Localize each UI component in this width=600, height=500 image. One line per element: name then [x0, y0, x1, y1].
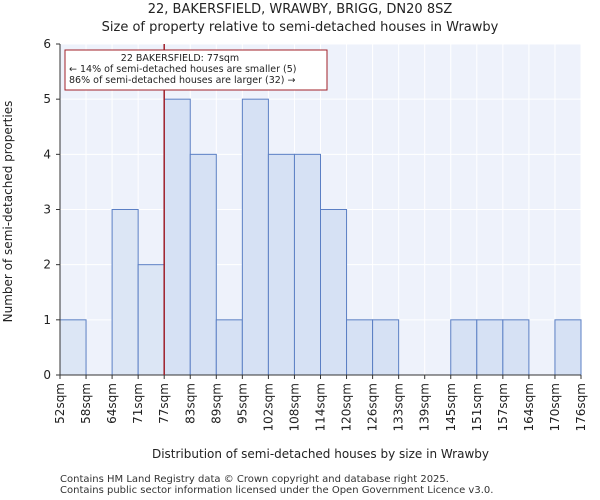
x-tick-label: 77sqm [157, 383, 171, 424]
annotation-line-1: 22 BAKERSFIELD: 77sqm [121, 53, 239, 64]
x-tick-label: 164sqm [522, 383, 536, 431]
x-tick-label: 95sqm [235, 383, 249, 424]
y-tick-label: 0 [43, 368, 51, 382]
bar [346, 319, 374, 376]
annotation-line-2: ← 14% of semi-detached houses are smalle… [69, 64, 297, 75]
x-tick-label: 120sqm [340, 383, 354, 431]
annotation-line-3: 86% of semi-detached houses are larger (… [69, 75, 296, 86]
x-tick-label: 52sqm [53, 383, 67, 424]
bar [189, 153, 217, 376]
bar [59, 319, 87, 376]
x-tick-label: 83sqm [183, 383, 197, 424]
y-tick-label: 6 [43, 37, 51, 51]
bar [372, 319, 400, 376]
annotation-box [64, 49, 328, 91]
y-tick-label: 4 [43, 147, 51, 161]
bar [163, 98, 191, 376]
bar [320, 209, 348, 376]
x-tick-label: 89sqm [209, 383, 223, 424]
footer-line-2: Contains public sector information licen… [60, 485, 494, 496]
x-tick-label: 114sqm [314, 383, 328, 431]
bar [502, 319, 530, 376]
bar [476, 319, 504, 376]
x-tick-label: 133sqm [392, 383, 406, 431]
x-axis-label: Distribution of semi-detached houses by … [152, 447, 489, 461]
x-tick-label: 58sqm [79, 383, 93, 424]
chart-subtitle: Size of property relative to semi-detach… [101, 20, 499, 35]
y-tick-label: 5 [43, 92, 51, 106]
x-tick-label: 108sqm [287, 383, 301, 431]
x-tick-label: 157sqm [496, 383, 510, 431]
x-tick-label: 151sqm [470, 383, 484, 431]
y-tick-label: 1 [43, 313, 51, 327]
x-tick-label: 145sqm [444, 383, 458, 431]
bar [450, 319, 478, 376]
y-tick-label: 2 [43, 258, 51, 272]
x-tick-label: 176sqm [574, 383, 588, 431]
x-tick-label: 64sqm [105, 383, 119, 424]
y-axis-label: Number of semi-detached properties [1, 101, 15, 323]
y-tick-label: 3 [43, 203, 51, 217]
bar [137, 264, 165, 376]
bar [554, 319, 582, 376]
x-tick-label: 102sqm [261, 383, 275, 431]
bar [267, 153, 295, 376]
bar [241, 98, 269, 376]
x-tick-label: 170sqm [548, 383, 562, 431]
bar [111, 209, 139, 376]
x-tick-label: 71sqm [131, 383, 145, 424]
bar [215, 319, 243, 376]
x-tick-label: 126sqm [366, 383, 380, 431]
chart-title: 22, BAKERSFIELD, WRAWBY, BRIGG, DN20 8SZ [147, 2, 453, 17]
x-tick-label: 139sqm [418, 383, 432, 431]
bar [293, 153, 322, 376]
footer-line-1: Contains HM Land Registry data © Crown c… [60, 474, 449, 485]
